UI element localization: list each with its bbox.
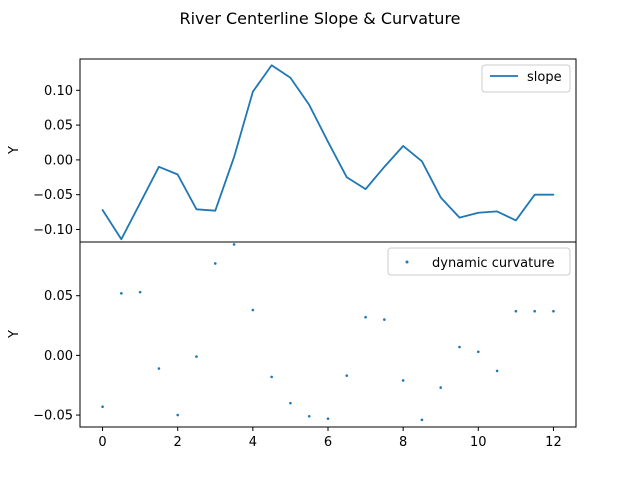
curvature-point [213, 262, 217, 265]
curvature-point [251, 308, 255, 312]
curvature-point [514, 309, 518, 313]
x-tick-label: 8 [399, 435, 407, 450]
x-tick-label: 4 [249, 435, 257, 450]
slope-y-tick-label: −0.05 [33, 188, 73, 203]
curvature-point [232, 243, 236, 246]
figure-title: River Centerline Slope & Curvature [179, 9, 460, 28]
curvature-point [401, 379, 405, 382]
curvature-point [439, 386, 443, 389]
curvature-point [345, 374, 349, 377]
curvature-point [383, 318, 386, 321]
slope-y-ticks: −0.10 −0.05 0.00 0.05 0.10 [33, 84, 80, 238]
x-tick-label: 10 [470, 435, 487, 450]
curvature-point [458, 345, 461, 349]
slope-y-tick-label: 0.05 [44, 119, 73, 134]
curvature-y-tick-label: 0.05 [44, 289, 73, 304]
slope-y-tick-label: 0.00 [44, 153, 73, 168]
curvature-series-layer [101, 243, 555, 422]
curvature-point [533, 309, 536, 313]
slope-y-axis-label: Y [7, 146, 22, 155]
slope-line [101, 64, 555, 241]
x-tick-label: 6 [324, 435, 332, 450]
curvature-point [477, 350, 480, 354]
curvature-point [176, 413, 179, 417]
curvature-point [157, 367, 161, 370]
curvature-point [195, 355, 198, 358]
curvature-point [495, 369, 499, 373]
curvature-y-ticks: −0.05 0.00 0.05 [33, 289, 80, 424]
slope-legend: slope [481, 64, 571, 93]
curvature-point [552, 309, 555, 313]
curvature-point [364, 315, 367, 319]
x-tick-label: 2 [174, 435, 182, 450]
curvature-point [326, 417, 330, 420]
curvature-y-axis-label: Y [7, 330, 22, 339]
curvature-point [420, 418, 424, 422]
curvature-legend-marker-swatch [405, 260, 409, 264]
x-tick-label: 0 [98, 435, 106, 450]
curvature-point [289, 401, 292, 405]
curvature-point [120, 292, 123, 295]
curvature-y-tick-label: −0.05 [33, 409, 73, 424]
x-tick-label: 12 [545, 435, 562, 450]
curvature-panel: −0.05 0.00 0.05 0 2 4 6 8 10 12 Y dynamic curvat… [7, 241, 577, 450]
curvature-x-ticks: 0 2 4 6 8 10 12 [98, 427, 562, 450]
curvature-point [138, 290, 142, 294]
curvature-point [307, 414, 311, 418]
curvature-legend-label: dynamic curvature [432, 256, 555, 271]
curvature-point [270, 375, 273, 379]
curvature-legend: dynamic curvature [387, 247, 571, 276]
slope-y-tick-label: −0.10 [33, 223, 73, 238]
curvature-y-tick-label: 0.00 [44, 349, 73, 364]
slope-y-tick-label: 0.10 [44, 84, 73, 99]
slope-legend-box [481, 64, 571, 93]
slope-legend-label: slope [527, 70, 562, 85]
slope-series-layer [101, 64, 555, 241]
curvature-legend-box [387, 247, 571, 276]
curvature-point [101, 405, 104, 409]
